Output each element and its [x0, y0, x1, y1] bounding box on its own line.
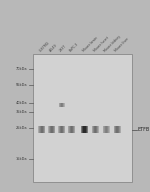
Bar [33, 54, 132, 182]
Bar [106, 126, 107, 133]
Bar [51, 126, 52, 133]
Bar [41, 126, 42, 133]
Bar [62, 126, 63, 133]
Bar [49, 126, 50, 133]
Bar [103, 126, 104, 133]
Text: A-549: A-549 [49, 43, 59, 53]
Bar [93, 126, 94, 133]
Text: U-87MG: U-87MG [39, 41, 51, 53]
Bar [68, 126, 69, 133]
Text: 35kDa: 35kDa [15, 110, 27, 114]
Bar [59, 103, 60, 108]
Bar [63, 103, 64, 108]
Bar [98, 126, 99, 133]
Bar [63, 126, 64, 133]
Bar [85, 126, 86, 133]
Bar [92, 126, 93, 133]
Text: 55kDa: 55kDa [15, 83, 27, 87]
Bar [60, 126, 61, 133]
Text: ETFB: ETFB [138, 127, 150, 132]
Bar [73, 126, 74, 133]
Bar [86, 126, 87, 133]
Text: BxPC-3: BxPC-3 [69, 42, 80, 53]
Bar [71, 126, 72, 133]
Bar [119, 126, 120, 133]
Text: Mouse brain: Mouse brain [82, 36, 98, 53]
Bar [115, 126, 116, 133]
Bar [116, 126, 117, 133]
Bar [81, 126, 82, 133]
Bar [43, 126, 44, 133]
Bar [114, 126, 115, 133]
Bar [83, 126, 84, 133]
Bar [84, 126, 85, 133]
Bar [50, 126, 51, 133]
Bar [64, 126, 65, 133]
Bar [62, 103, 63, 108]
Text: 40kDa: 40kDa [15, 101, 27, 105]
Bar [61, 103, 62, 108]
Bar [105, 126, 106, 133]
Bar [52, 126, 53, 133]
Bar [60, 103, 61, 108]
Bar [118, 126, 119, 133]
Text: 25kDa: 25kDa [15, 126, 27, 130]
Text: Mouse liver: Mouse liver [114, 37, 130, 53]
Bar [70, 126, 71, 133]
Bar [64, 103, 65, 108]
Bar [42, 126, 43, 133]
Bar [54, 126, 55, 133]
Bar [94, 126, 95, 133]
Bar [39, 126, 40, 133]
Bar [61, 126, 62, 133]
Bar [82, 126, 83, 133]
Bar [53, 126, 54, 133]
Bar [44, 126, 45, 133]
Text: 70kDa: 70kDa [15, 67, 27, 71]
Bar [107, 126, 108, 133]
Text: Mouse heart: Mouse heart [93, 36, 110, 53]
Bar [58, 126, 59, 133]
Bar [38, 126, 39, 133]
Bar [95, 126, 96, 133]
Bar [117, 126, 118, 133]
Bar [87, 126, 88, 133]
Bar [72, 126, 73, 133]
Bar [97, 126, 98, 133]
Bar [40, 126, 41, 133]
Bar [109, 126, 110, 133]
Text: 15kDa: 15kDa [15, 157, 27, 161]
Text: Mouse kidney: Mouse kidney [103, 34, 122, 53]
Bar [59, 126, 60, 133]
Bar [108, 126, 109, 133]
Bar [120, 126, 121, 133]
Bar [48, 126, 49, 133]
Bar [104, 126, 105, 133]
Bar [96, 126, 97, 133]
Bar [74, 126, 75, 133]
Bar [69, 126, 70, 133]
Text: 293T: 293T [59, 44, 68, 53]
